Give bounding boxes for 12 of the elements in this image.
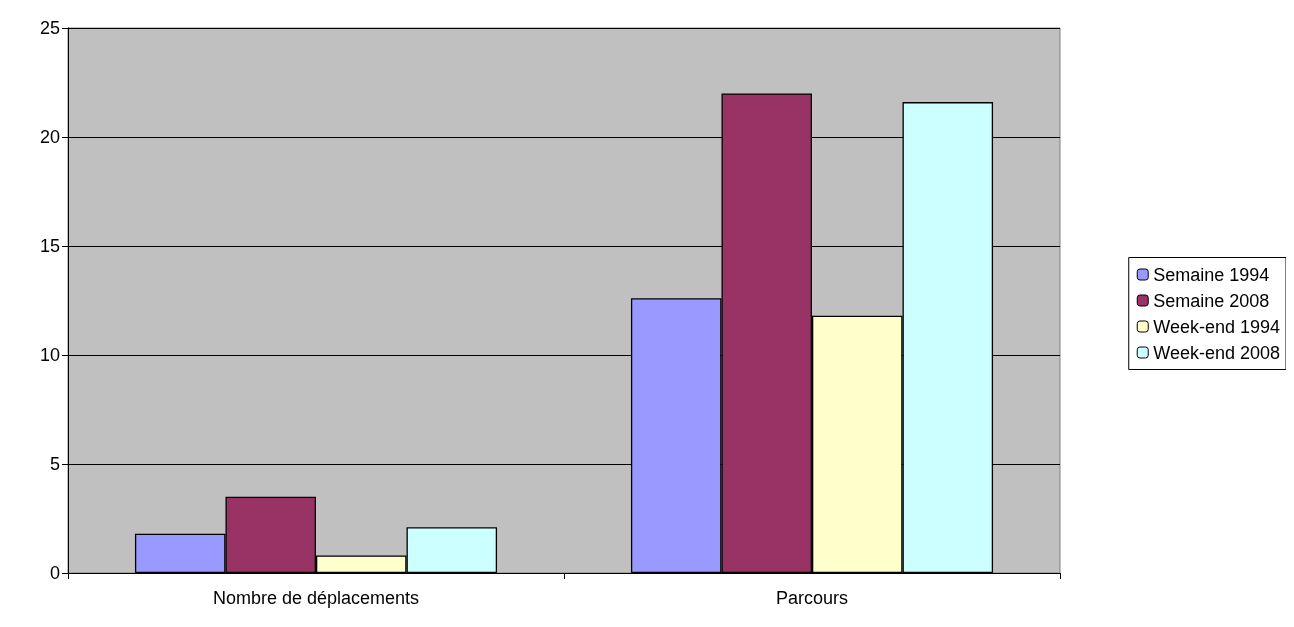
legend-label: Semaine 1994 <box>1153 264 1270 285</box>
y-tick-label: 5 <box>49 454 60 474</box>
y-tick-label: 10 <box>39 345 60 365</box>
y-tick-label: 20 <box>39 127 60 147</box>
x-tick-label: Parcours <box>775 588 849 608</box>
legend-label: Semaine 2008 <box>1153 290 1270 311</box>
y-tick-label: 0 <box>49 563 60 583</box>
legend-label: Week-end 2008 <box>1153 342 1281 363</box>
y-tick-label: 15 <box>39 236 60 256</box>
y-tick-label: 25 <box>39 18 60 38</box>
legend-label: Week-end 1994 <box>1153 316 1281 337</box>
x-tick-label: Nombre de déplacements <box>212 588 420 608</box>
